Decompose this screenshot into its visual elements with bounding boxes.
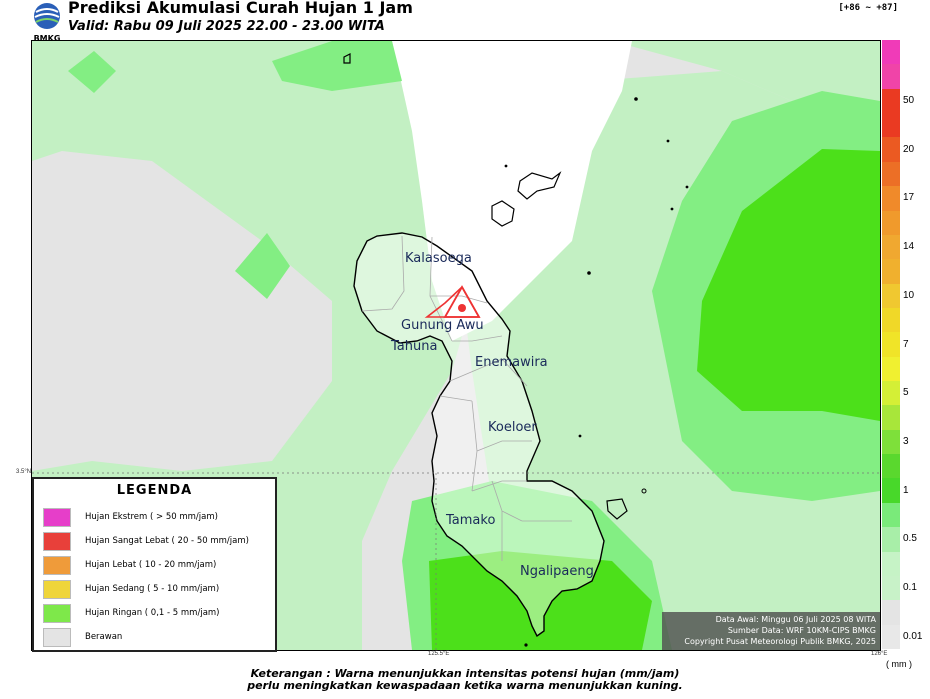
color-scale-label: 0.1 <box>903 582 917 594</box>
info-copyright: Copyright Pusat Meteorologi Publik BMKG,… <box>684 637 876 646</box>
rain-zone-medium-w1 <box>68 51 116 93</box>
color-scale-cell <box>882 600 900 625</box>
color-scale-cell <box>882 575 900 601</box>
color-scale-label: 0.01 <box>903 630 923 642</box>
place-gunung-awu: Gunung Awu <box>401 318 484 333</box>
small-island-2 <box>517 171 562 200</box>
legend-box: LEGENDA Hujan Ekstrem ( > 50 mm/jam) Huj… <box>32 477 277 652</box>
color-scale-label: 5 <box>903 387 909 399</box>
legend-items: Hujan Ekstrem ( > 50 mm/jam) Hujan Sanga… <box>43 505 249 649</box>
color-scale-label: 0.5 <box>903 533 917 545</box>
legend-item-lebat: Hujan Lebat ( 10 - 20 mm/jam) <box>43 553 249 577</box>
color-scale-cell <box>882 234 900 260</box>
legend-swatch <box>43 555 71 575</box>
legend-item-ringan: Hujan Ringan ( 0,1 - 5 mm/jam) <box>43 601 249 625</box>
dry-zone-center <box>392 41 632 341</box>
color-scale-cell <box>882 307 900 333</box>
color-scale-cell <box>882 429 900 455</box>
info-sumber-data: Sumber Data: WRF 10KM-CIPS BMKG <box>727 626 876 635</box>
color-scale-cell <box>882 161 900 187</box>
color-scale-cell <box>882 624 900 649</box>
legend-swatch <box>43 531 71 551</box>
color-scale-cell <box>882 283 900 308</box>
bmkg-logo: BMKG <box>30 2 64 43</box>
color-scale-cell <box>882 551 900 576</box>
color-scale-cell <box>882 502 900 528</box>
footer-note-1: Keterangan : Warna menunjukkan intensita… <box>250 667 680 680</box>
legend-label: Hujan Sedang ( 5 - 10 mm/jam) <box>85 584 220 594</box>
legend-swatch <box>43 579 71 599</box>
lon-label-2: 126°E <box>871 651 888 657</box>
rainfall-map: Kalasoega Gunung Awu Tahuna Enemawira Ko… <box>31 40 881 651</box>
lat-label: 3.5°N <box>16 469 32 475</box>
legend-swatch <box>43 507 71 527</box>
color-scale-label: 7 <box>903 338 909 350</box>
legend-label: Hujan Ringan ( 0,1 - 5 mm/jam) <box>85 608 220 618</box>
place-ngalipaeng: Ngalipaeng <box>520 564 594 579</box>
place-kalasoega: Kalasoega <box>405 251 472 266</box>
color-scale-label: 17 <box>903 192 915 204</box>
color-scale-cell <box>882 381 900 406</box>
svg-text:BMKG: BMKG <box>34 34 61 42</box>
sangihe-island <box>353 232 605 638</box>
color-scale-label: 20 <box>903 143 915 155</box>
legend-item-sangat-lebat: Hujan Sangat Lebat ( 20 - 50 mm/jam) <box>43 529 249 553</box>
color-scale-cell <box>882 478 900 503</box>
rain-zone-heavy-south <box>429 551 652 650</box>
color-scale-label: 1 <box>903 484 909 496</box>
legend-item-berawan: Berawan <box>43 625 249 649</box>
place-tahuna: Tahuna <box>391 339 438 354</box>
legend-swatch <box>43 627 71 647</box>
scale-unit: ( mm ) <box>886 659 912 669</box>
legend-label: Hujan Ekstrem ( > 50 mm/jam) <box>85 512 218 522</box>
color-scale-cell <box>882 186 900 211</box>
color-scale-cell <box>882 259 900 284</box>
color-scale-cell <box>882 40 900 65</box>
legend-label: Berawan <box>85 632 123 642</box>
color-scale-cell <box>882 454 900 479</box>
legend-title: LEGENDA <box>116 483 193 498</box>
info-data-awal: Data Awal: Minggu 06 Juli 2025 08 WITA <box>715 615 876 624</box>
color-scale-cell <box>882 210 900 235</box>
color-scale-cell <box>882 64 900 89</box>
rain-zone-medium-w2 <box>235 233 290 299</box>
map-subtitle: Valid: Rabu 09 Juli 2025 22.00 - 23.00 W… <box>68 19 385 34</box>
small-island-1 <box>491 200 515 227</box>
color-scale-cell <box>882 405 900 430</box>
color-scale-cell <box>882 332 900 357</box>
color-scale-label: 3 <box>903 435 909 447</box>
district-borders <box>361 235 572 561</box>
color-scale-label: 50 <box>903 94 915 106</box>
rain-zone-medium-nw <box>272 41 402 91</box>
rain-zone-heavy-east <box>697 149 880 421</box>
color-scale-bar <box>882 40 900 649</box>
color-scale-cell <box>882 356 900 382</box>
legend-item-ekstrem: Hujan Ekstrem ( > 50 mm/jam) <box>43 505 249 529</box>
color-scale-cell <box>882 137 900 162</box>
footer-note-2: perlu meningkatkan kewaspadaan ketika wa… <box>247 679 683 692</box>
small-island-3 <box>606 498 628 520</box>
time-code: [+86 ~ +87] <box>838 3 898 13</box>
data-info-box: Data Awal: Minggu 06 Juli 2025 08 WITA S… <box>662 612 880 650</box>
map-title: Prediksi Akumulasi Curah Hujan 1 Jam <box>68 0 413 17</box>
legend-label: Hujan Lebat ( 10 - 20 mm/jam) <box>85 560 217 570</box>
place-tamako: Tamako <box>446 513 496 528</box>
place-koeloer: Koeloer <box>488 420 537 435</box>
map-canvas <box>32 41 880 650</box>
color-scale-cell <box>882 88 900 114</box>
color-scale-cell <box>882 113 900 138</box>
lon-label-1: 125.5°E <box>428 651 450 657</box>
rain-zone-light-east-strip <box>612 41 880 131</box>
color-scale-label: 10 <box>903 289 915 301</box>
legend-label: Hujan Sangat Lebat ( 20 - 50 mm/jam) <box>85 536 249 546</box>
legend-swatch <box>43 603 71 623</box>
color-scale-cell <box>882 527 900 552</box>
place-enemawira: Enemawira <box>475 355 548 370</box>
small-island-4 <box>343 53 351 64</box>
color-scale-label: 14 <box>903 241 915 253</box>
legend-item-sedang: Hujan Sedang ( 5 - 10 mm/jam) <box>43 577 249 601</box>
